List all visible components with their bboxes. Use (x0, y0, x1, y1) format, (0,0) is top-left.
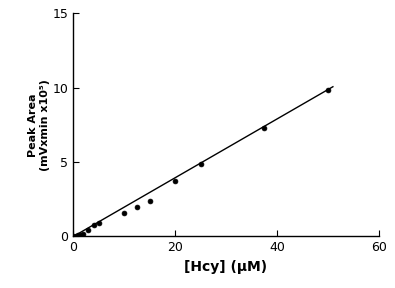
X-axis label: [Hcy] (μM): [Hcy] (μM) (184, 260, 267, 274)
Y-axis label: Peak Area
(mVxmin x10⁵): Peak Area (mVxmin x10⁵) (28, 79, 50, 171)
